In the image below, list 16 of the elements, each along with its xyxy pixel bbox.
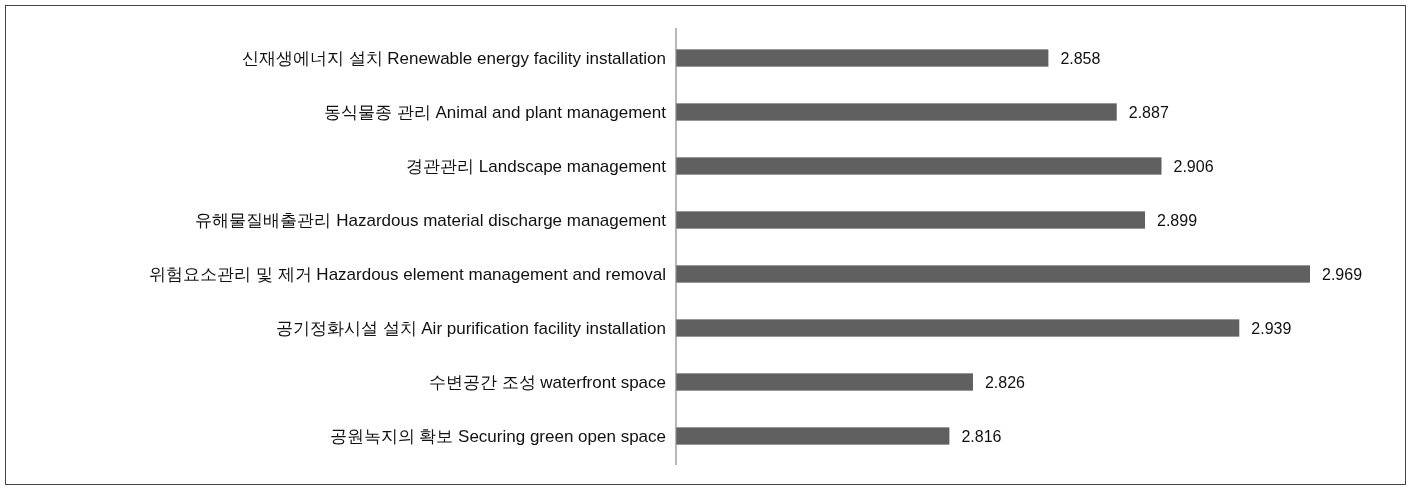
- category-label: 수변공간 조성 waterfront space: [428, 372, 666, 392]
- data-label: 2.887: [1128, 103, 1169, 121]
- category-label: 공기정화시설 설치 Air purification facility installation: [275, 318, 666, 338]
- data-label: 2.899: [1157, 211, 1198, 229]
- category-label: 유해물질배출관리 Hazardous material discharge management: [195, 210, 666, 230]
- category-label: 신재생에너지 설치 Renewable energy facility installation: [241, 48, 666, 68]
- data-label: 2.826: [984, 373, 1025, 391]
- category-label: 공원녹지의 확보 Securing green open space: [329, 426, 666, 446]
- data-label: 2.816: [961, 427, 1002, 445]
- data-label: 2.969: [1322, 265, 1363, 283]
- data-label: 2.906: [1173, 157, 1214, 175]
- data-label: 2.939: [1251, 319, 1292, 337]
- category-label: 경관관리 Landscape management: [406, 156, 666, 176]
- category-label: 동식물종 관리 Animal and plant management: [323, 102, 666, 122]
- category-label: 위험요소관리 및 제거 Hazardous element management and removal: [149, 264, 666, 284]
- data-label: 2.858: [1060, 49, 1101, 67]
